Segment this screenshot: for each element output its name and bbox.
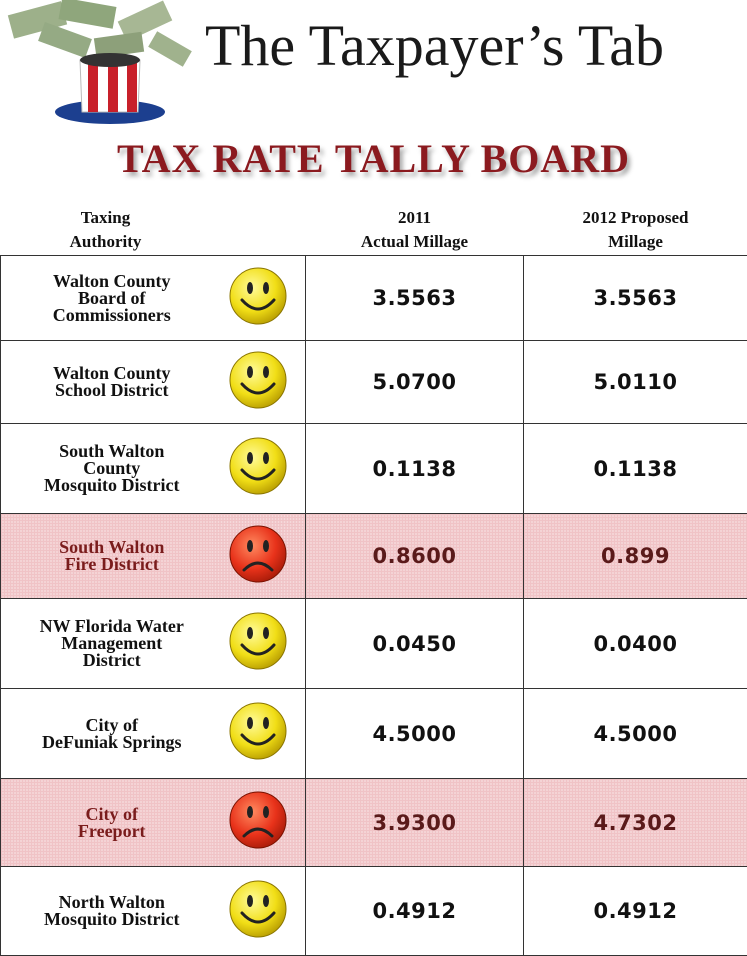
smiley xyxy=(228,701,288,761)
millage-2011: 0.4912 xyxy=(306,867,524,956)
millage-2012: 5.0110 xyxy=(524,341,747,424)
millage-2012: 0.4912 xyxy=(524,867,747,956)
authority: South Walton County Mosquito District xyxy=(1,443,211,494)
millage-2011: 5.0700 xyxy=(306,341,524,424)
millage-2011: 0.0450 xyxy=(306,599,524,689)
row: Walton County Board of Commissioners 3.55… xyxy=(1,256,747,341)
millage-2011: 0.8600 xyxy=(306,514,524,599)
authority: Walton County School District xyxy=(1,365,211,399)
row: South Walton County Mosquito District 0.1… xyxy=(1,424,747,514)
tally-table: Taxing Authority 2011 Actual Millage 201… xyxy=(0,205,747,956)
smiley xyxy=(228,879,288,939)
column-header: 2011 Actual Millage xyxy=(306,205,524,256)
frowny xyxy=(228,790,288,850)
authority: NW Florida Water Management District xyxy=(1,618,211,669)
millage-2012: 3.5563 xyxy=(524,256,747,341)
authority: Walton County Board of Commissioners xyxy=(1,273,211,324)
column-header: 2012 Proposed Millage xyxy=(524,205,747,256)
header-row: Taxing Authority 2011 Actual Millage 201… xyxy=(1,205,747,256)
millage-2011: 3.9300 xyxy=(306,779,524,867)
millage-2011: 4.5000 xyxy=(306,689,524,779)
smiley xyxy=(228,266,288,326)
smiley xyxy=(228,611,288,671)
millage-2011: 3.5563 xyxy=(306,256,524,341)
smiley xyxy=(228,350,288,410)
millage-2012: 4.7302 xyxy=(524,779,747,867)
column-header: Taxing Authority xyxy=(1,205,211,256)
millage-2012: 0.1138 xyxy=(524,424,747,514)
row: NW Florida Water Management District 0.04… xyxy=(1,599,747,689)
millage-2012: 0.899 xyxy=(524,514,747,599)
authority: City of DeFuniak Springs xyxy=(1,717,211,751)
smiley xyxy=(228,436,288,496)
frowny xyxy=(228,524,288,584)
subtitle: TAX RATE TALLY BOARD xyxy=(0,135,747,182)
title: The Taxpayer’s Tab xyxy=(205,12,664,79)
authority: South Walton Fire District xyxy=(1,539,211,573)
hat-illustration xyxy=(0,0,200,130)
authority: North Walton Mosquito District xyxy=(1,894,211,928)
millage-2012: 0.0400 xyxy=(524,599,747,689)
millage-2011: 0.1138 xyxy=(306,424,524,514)
authority: City of Freeport xyxy=(1,806,211,840)
millage-2012: 4.5000 xyxy=(524,689,747,779)
